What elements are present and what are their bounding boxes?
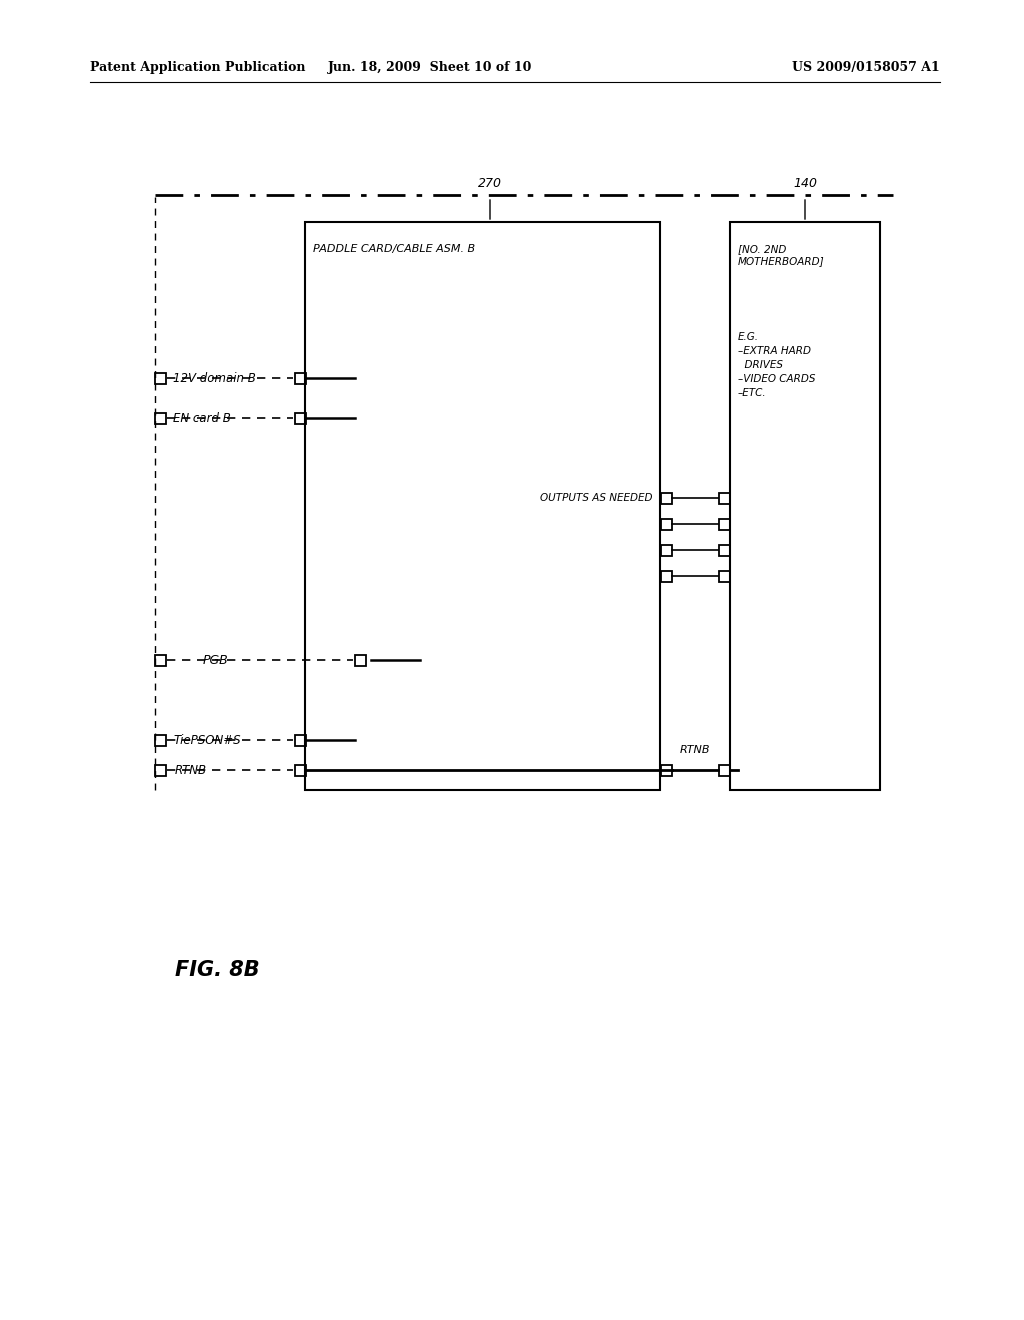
- Text: 140: 140: [793, 177, 817, 190]
- Text: Patent Application Publication: Patent Application Publication: [90, 62, 305, 74]
- Text: FIG. 8B: FIG. 8B: [175, 960, 260, 979]
- Text: E.G.
–EXTRA HARD
  DRIVES
–VIDEO CARDS
–ETC.: E.G. –EXTRA HARD DRIVES –VIDEO CARDS –ET…: [738, 333, 815, 399]
- Bar: [660, 764, 672, 776]
- Bar: [730, 222, 880, 789]
- Bar: [155, 372, 166, 384]
- Bar: [719, 764, 729, 776]
- Text: PGB: PGB: [203, 653, 228, 667]
- Bar: [660, 519, 672, 529]
- Text: 12V domain B: 12V domain B: [173, 371, 256, 384]
- Bar: [719, 519, 729, 529]
- Text: TiePSON#S: TiePSON#S: [173, 734, 241, 747]
- Bar: [660, 544, 672, 556]
- Bar: [295, 372, 305, 384]
- Bar: [719, 492, 729, 503]
- Bar: [305, 222, 660, 789]
- Bar: [660, 570, 672, 582]
- Text: Jun. 18, 2009  Sheet 10 of 10: Jun. 18, 2009 Sheet 10 of 10: [328, 62, 532, 74]
- Bar: [155, 734, 166, 746]
- Bar: [295, 412, 305, 424]
- Bar: [155, 412, 166, 424]
- Bar: [719, 570, 729, 582]
- Text: OUTPUTS AS NEEDED: OUTPUTS AS NEEDED: [540, 492, 652, 503]
- Bar: [295, 734, 305, 746]
- Bar: [155, 655, 166, 665]
- Text: 270: 270: [478, 177, 502, 190]
- Bar: [719, 544, 729, 556]
- Text: RTNB: RTNB: [680, 744, 711, 755]
- Bar: [295, 764, 305, 776]
- Text: US 2009/0158057 A1: US 2009/0158057 A1: [793, 62, 940, 74]
- Bar: [155, 764, 166, 776]
- Bar: [354, 655, 366, 665]
- Text: EN card B: EN card B: [173, 412, 230, 425]
- Text: RTNB: RTNB: [175, 763, 207, 776]
- Bar: [660, 492, 672, 503]
- Text: PADDLE CARD/CABLE ASM. B: PADDLE CARD/CABLE ASM. B: [313, 244, 475, 253]
- Text: [NO. 2ND
MOTHERBOARD]: [NO. 2ND MOTHERBOARD]: [738, 244, 824, 267]
